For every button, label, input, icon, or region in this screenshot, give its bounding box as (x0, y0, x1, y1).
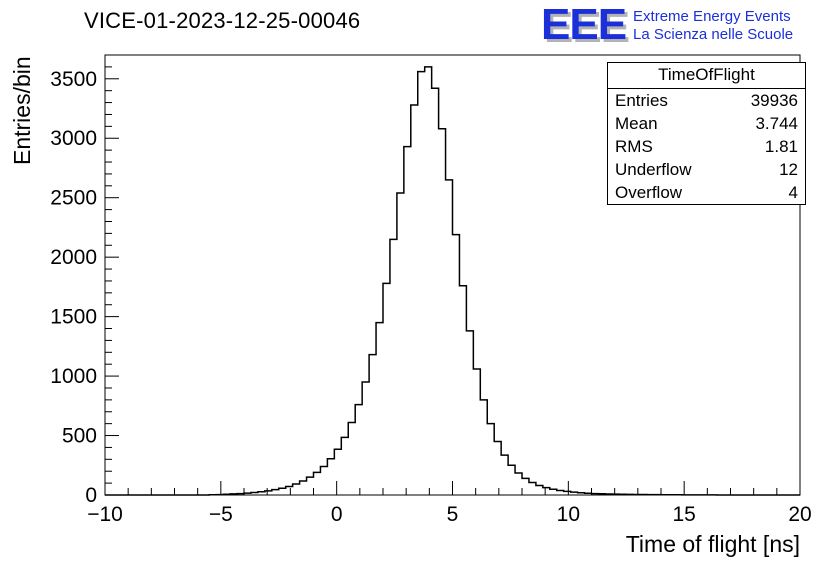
y-tick-label: 500 (62, 425, 97, 448)
stats-value: 4 (788, 183, 798, 202)
y-tick-label: 3000 (50, 127, 97, 150)
plot-title: VICE-01-2023-12-25-00046 (84, 8, 361, 33)
stats-row-mean: Mean 3.744 (608, 112, 805, 135)
y-tick-label: 0 (85, 484, 97, 507)
stats-row-overflow: Overflow 4 (608, 181, 805, 204)
x-tick-label: 0 (331, 503, 343, 526)
stats-label: Underflow (615, 160, 692, 179)
eee-logo-letters: EEE (541, 0, 627, 49)
stats-label: Overflow (615, 183, 683, 202)
x-tick-label: −10 (87, 503, 123, 526)
eee-logo-text: Extreme Energy Events La Scienza nelle S… (633, 6, 793, 44)
stats-label: Mean (615, 114, 658, 133)
stats-title: TimeOfFlight (608, 63, 805, 89)
eee-logo-line1: Extreme Energy Events (633, 8, 791, 25)
y-axis-title: Entries/bin (9, 56, 35, 165)
axis-tick-labels: −10 −5 0 5 10 15 20 0 500 1000 1500 2000 2500 3000 350… (50, 68, 811, 526)
x-tick-label: 15 (672, 503, 695, 526)
eee-logo: EEE Extreme Energy Events La Scienza nel… (541, 0, 793, 49)
stats-value: 12 (779, 160, 798, 179)
stats-value: 39936 (750, 91, 798, 110)
histogram-line (105, 66, 800, 496)
stats-label: Entries (615, 91, 668, 110)
stats-row-rms: RMS 1.81 (608, 135, 805, 158)
x-tick-label: 10 (557, 503, 580, 526)
stats-box: TimeOfFlight Entries 39936 Mean 3.744 RM… (607, 62, 806, 205)
histogram-path (105, 66, 800, 496)
stats-value: 1.81 (764, 137, 798, 156)
y-tick-label: 1500 (50, 306, 97, 329)
stats-row-underflow: Underflow 12 (608, 158, 805, 181)
x-axis-title: Time of flight [ns] (626, 531, 800, 557)
y-tick-label: 2500 (50, 187, 97, 210)
stats-row-entries: Entries 39936 (608, 89, 805, 112)
eee-logo-line2: La Scienza nelle Scuole (633, 26, 794, 43)
x-tick-label: −5 (209, 503, 233, 526)
y-tick-label: 1000 (50, 365, 97, 388)
y-tick-label: 2000 (50, 246, 97, 269)
y-tick-label: 3500 (50, 68, 97, 91)
x-tick-label: 20 (788, 503, 811, 526)
x-tick-label: 5 (447, 503, 459, 526)
stats-label: RMS (615, 137, 653, 156)
axis-ticks (104, 54, 801, 496)
stats-value: 3.744 (755, 114, 798, 133)
